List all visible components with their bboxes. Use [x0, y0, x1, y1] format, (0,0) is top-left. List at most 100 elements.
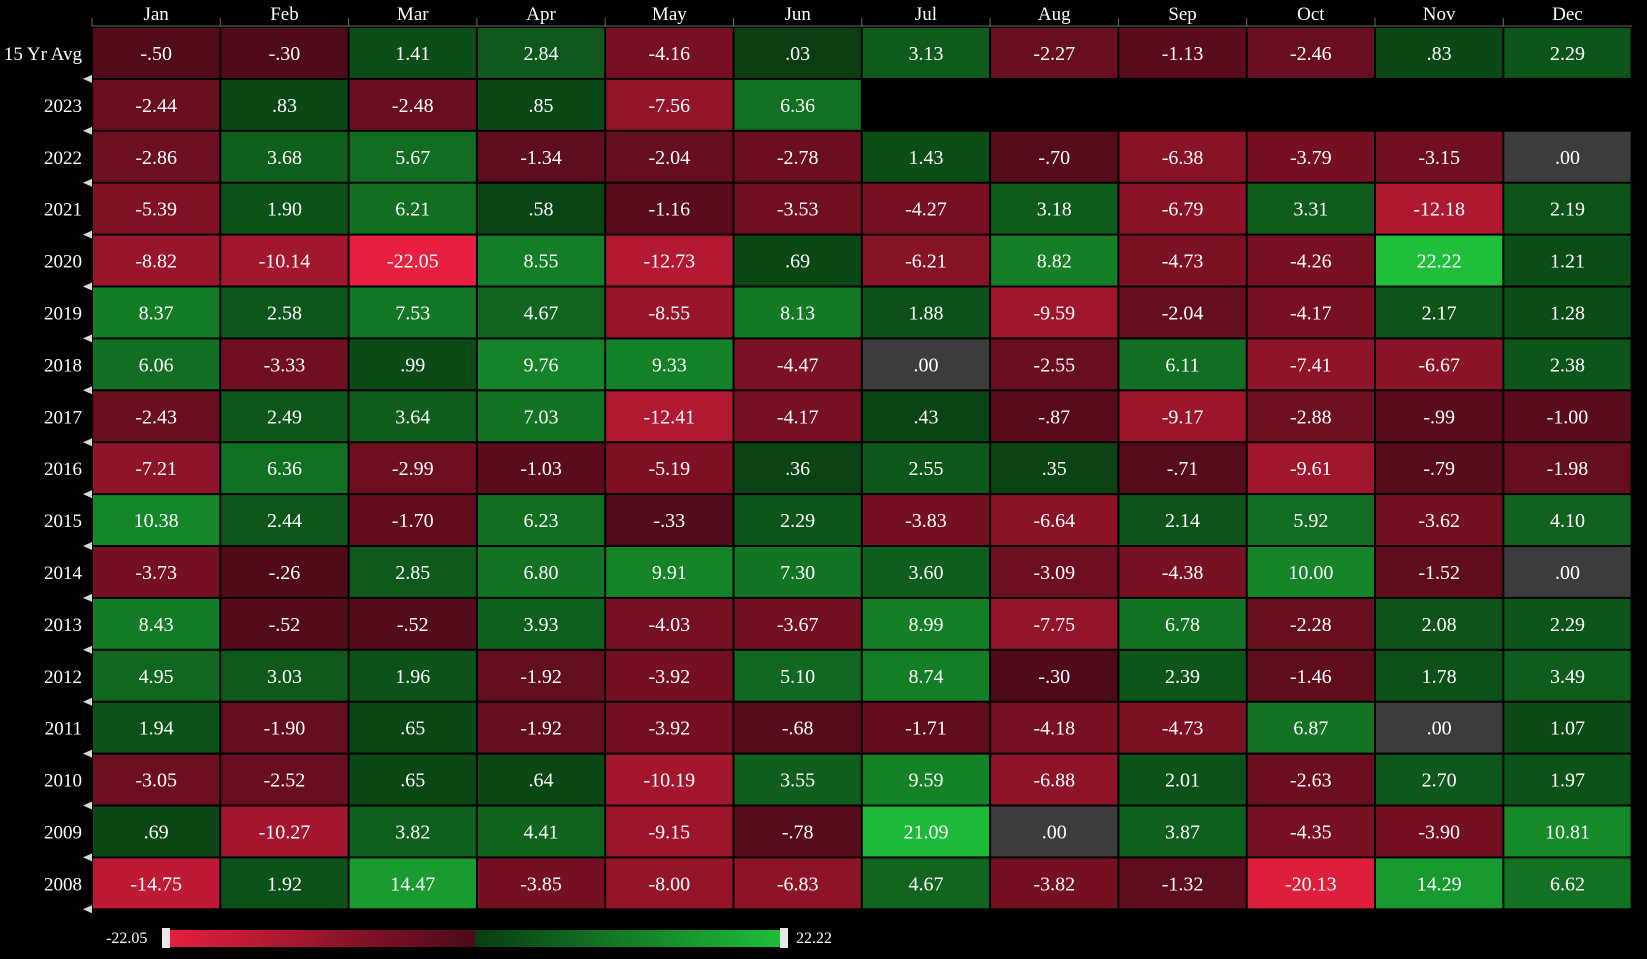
heatmap-cell[interactable]: 3.55	[734, 754, 861, 805]
heatmap-cell[interactable]: 3.49	[1504, 650, 1631, 701]
heatmap-cell[interactable]: .58	[477, 183, 605, 234]
heatmap-cell[interactable]: -1.03	[477, 443, 605, 494]
heatmap-cell[interactable]: .00	[862, 339, 990, 390]
heatmap-cell[interactable]: -1.71	[862, 702, 990, 753]
heatmap-cell[interactable]: -.33	[606, 495, 733, 545]
heatmap-cell[interactable]: 7.30	[734, 547, 861, 597]
heatmap-cell[interactable]: 2.58	[221, 287, 348, 338]
heatmap-cell[interactable]: .65	[349, 702, 476, 753]
heatmap-cell[interactable]: 6.06	[93, 339, 220, 390]
heatmap-cell[interactable]: .00	[1504, 131, 1631, 182]
heatmap-cell[interactable]: 8.37	[93, 287, 220, 338]
heatmap-cell[interactable]: -3.62	[1376, 495, 1503, 545]
heatmap-cell[interactable]: 1.90	[221, 183, 348, 234]
heatmap-cell[interactable]: -2.28	[1247, 598, 1374, 649]
heatmap-cell[interactable]: -2.48	[349, 79, 476, 130]
heatmap-cell[interactable]: -3.73	[93, 547, 220, 597]
heatmap-cell[interactable]: -4.38	[1119, 547, 1246, 597]
heatmap-cell[interactable]: -4.16	[606, 28, 733, 78]
heatmap-cell[interactable]: -7.75	[991, 598, 1118, 649]
heatmap-cell[interactable]: -10.27	[221, 806, 348, 857]
heatmap-cell[interactable]: -3.92	[606, 650, 733, 701]
heatmap-cell[interactable]: -2.63	[1247, 754, 1374, 805]
heatmap-cell[interactable]: -22.05	[349, 235, 476, 286]
heatmap-cell[interactable]: -9.15	[606, 806, 733, 857]
heatmap-cell[interactable]: 1.92	[221, 858, 348, 909]
heatmap-cell[interactable]: 6.23	[477, 495, 605, 545]
heatmap-cell[interactable]: .65	[349, 754, 476, 805]
heatmap-cell[interactable]: 2.29	[1504, 28, 1631, 78]
heatmap-cell[interactable]: 2.14	[1119, 495, 1246, 545]
heatmap-cell[interactable]: -2.78	[734, 131, 861, 182]
heatmap-cell[interactable]: -9.17	[1119, 391, 1246, 442]
heatmap-cell[interactable]: -2.99	[349, 443, 476, 494]
heatmap-cell[interactable]: 8.55	[477, 235, 605, 286]
heatmap-cell[interactable]: 9.33	[606, 339, 733, 390]
heatmap-cell[interactable]: -8.55	[606, 287, 733, 338]
heatmap-cell[interactable]: -2.52	[221, 754, 348, 805]
heatmap-cell[interactable]: -4.73	[1119, 235, 1246, 286]
heatmap-cell[interactable]: 9.59	[862, 754, 990, 805]
heatmap-cell[interactable]: -4.26	[1247, 235, 1374, 286]
heatmap-cell[interactable]: 3.31	[1247, 183, 1374, 234]
heatmap-cell[interactable]: -4.03	[606, 598, 733, 649]
heatmap-cell[interactable]: -1.16	[606, 183, 733, 234]
heatmap-cell[interactable]: -3.53	[734, 183, 861, 234]
heatmap-cell[interactable]: 1.88	[862, 287, 990, 338]
heatmap-cell[interactable]: 8.82	[991, 235, 1118, 286]
heatmap-cell[interactable]: 3.87	[1119, 806, 1246, 857]
heatmap-cell[interactable]: -.78	[734, 806, 861, 857]
heatmap-cell[interactable]: -10.19	[606, 754, 733, 805]
heatmap-cell[interactable]: 21.09	[862, 806, 990, 857]
heatmap-cell[interactable]: 8.74	[862, 650, 990, 701]
heatmap-cell[interactable]: 6.62	[1504, 858, 1631, 909]
heatmap-cell[interactable]: 6.78	[1119, 598, 1246, 649]
heatmap-cell[interactable]: 2.29	[734, 495, 861, 545]
heatmap-cell[interactable]: 2.85	[349, 547, 476, 597]
heatmap-cell[interactable]: -3.67	[734, 598, 861, 649]
heatmap-cell[interactable]: 3.03	[221, 650, 348, 701]
heatmap-cell[interactable]: .43	[862, 391, 990, 442]
heatmap-cell[interactable]: -7.41	[1247, 339, 1374, 390]
heatmap-cell[interactable]: -9.59	[991, 287, 1118, 338]
heatmap-cell[interactable]: -.30	[991, 650, 1118, 701]
heatmap-cell[interactable]: 9.91	[606, 547, 733, 597]
heatmap-cell[interactable]: 2.84	[477, 28, 605, 78]
heatmap-cell[interactable]: -3.05	[93, 754, 220, 805]
heatmap-cell[interactable]: 1.43	[862, 131, 990, 182]
heatmap-cell[interactable]: -1.32	[1119, 858, 1246, 909]
heatmap-cell[interactable]: .35	[991, 443, 1118, 494]
heatmap-cell[interactable]: -2.88	[1247, 391, 1374, 442]
heatmap-cell[interactable]: -1.70	[349, 495, 476, 545]
heatmap-cell[interactable]: -2.27	[991, 28, 1118, 78]
heatmap-cell[interactable]: -3.33	[221, 339, 348, 390]
heatmap-cell[interactable]: -.99	[1376, 391, 1503, 442]
heatmap-cell[interactable]: 3.18	[991, 183, 1118, 234]
heatmap-cell[interactable]: -4.17	[1247, 287, 1374, 338]
heatmap-cell[interactable]: 7.53	[349, 287, 476, 338]
heatmap-cell[interactable]: -1.46	[1247, 650, 1374, 701]
heatmap-cell[interactable]: -3.82	[991, 858, 1118, 909]
heatmap-cell[interactable]: -2.04	[1119, 287, 1246, 338]
heatmap-cell[interactable]: .83	[221, 79, 348, 130]
heatmap-cell[interactable]: -6.21	[862, 235, 990, 286]
heatmap-cell[interactable]: 1.21	[1504, 235, 1631, 286]
heatmap-cell[interactable]: 6.11	[1119, 339, 1246, 390]
heatmap-cell[interactable]: -14.75	[93, 858, 220, 909]
heatmap-cell[interactable]: 2.19	[1504, 183, 1631, 234]
heatmap-cell[interactable]: 2.55	[862, 443, 990, 494]
heatmap-cell[interactable]: .83	[1376, 28, 1503, 78]
heatmap-cell[interactable]: -4.73	[1119, 702, 1246, 753]
heatmap-cell[interactable]: -2.55	[991, 339, 1118, 390]
heatmap-cell[interactable]: .00	[991, 806, 1118, 857]
heatmap-cell[interactable]: -3.90	[1376, 806, 1503, 857]
heatmap-cell[interactable]: 8.43	[93, 598, 220, 649]
heatmap-cell[interactable]: -2.46	[1247, 28, 1374, 78]
heatmap-cell[interactable]: .03	[734, 28, 861, 78]
heatmap-cell[interactable]: 4.10	[1504, 495, 1631, 545]
heatmap-cell[interactable]: .69	[93, 806, 220, 857]
heatmap-cell[interactable]: -6.83	[734, 858, 861, 909]
heatmap-cell[interactable]: -4.18	[991, 702, 1118, 753]
heatmap-cell[interactable]: 5.92	[1247, 495, 1374, 545]
heatmap-cell[interactable]: .00	[1504, 547, 1631, 597]
